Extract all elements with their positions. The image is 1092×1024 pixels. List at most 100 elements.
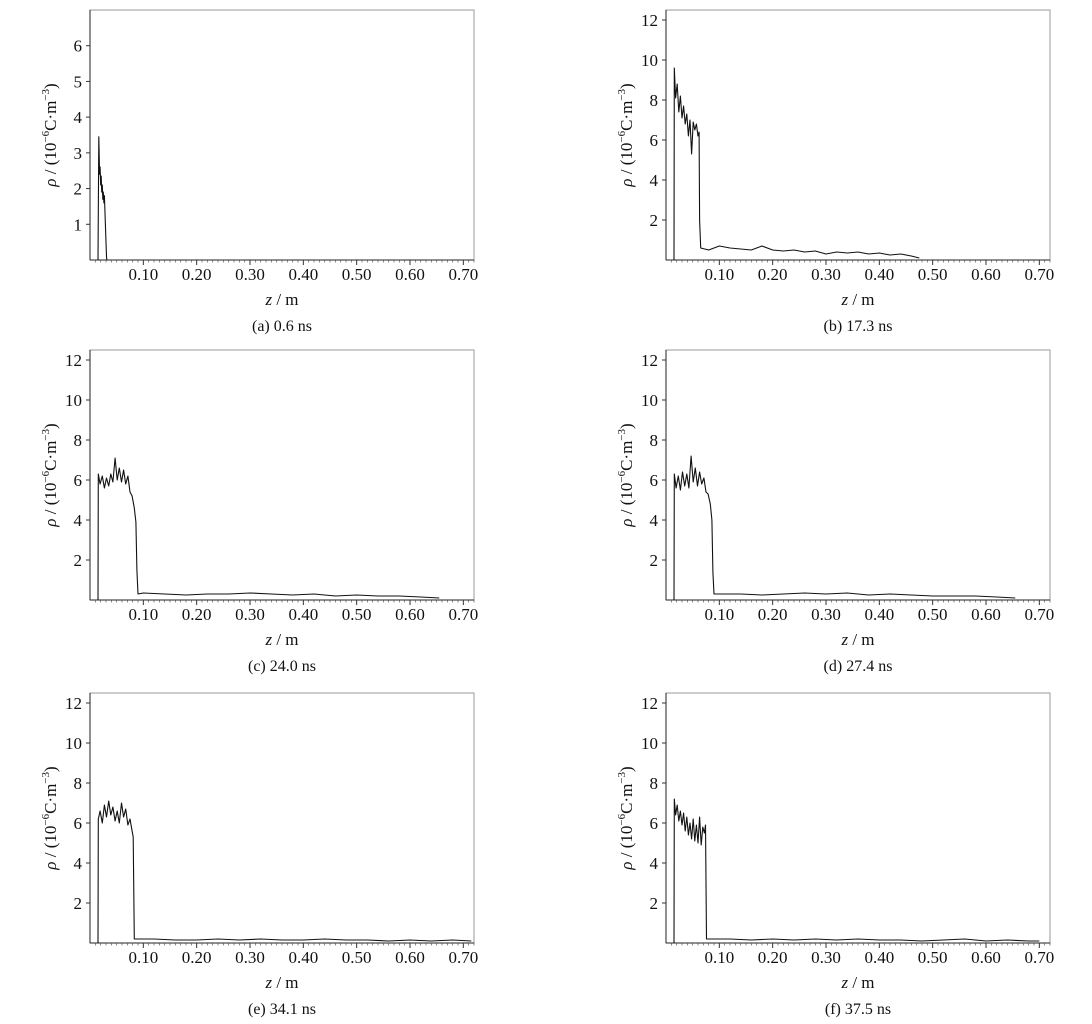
x-tick-label: 0.60 [971, 265, 1001, 284]
y-axis-title-var: ρ [617, 862, 636, 871]
y-axis-title-end: ) [617, 423, 636, 429]
x-axis-title-unit: / m [272, 973, 298, 992]
y-axis-title-mid: C·m [617, 784, 636, 814]
y-axis-title-exp1: −6 [40, 470, 52, 482]
panel-caption: (e) 34.1 ns [248, 1001, 316, 1018]
x-axis-title: z / m [264, 290, 298, 309]
y-axis-title-mid: C·m [617, 101, 636, 131]
y-axis-title-unit: / (10 [41, 483, 60, 519]
x-tick-label: 0.40 [288, 605, 318, 624]
x-tick-label: 0.70 [448, 948, 478, 967]
x-tick-label: 0.30 [235, 948, 265, 967]
y-tick-label: 8 [74, 431, 83, 450]
x-tick-label: 0.40 [288, 948, 318, 967]
x-tick-label: 0.30 [235, 265, 265, 284]
y-tick-label: 4 [650, 854, 659, 873]
x-axis-title-var: z [264, 630, 272, 649]
y-axis-title-exp2: −3 [616, 771, 628, 783]
y-axis-title-unit: / (10 [617, 826, 636, 862]
y-tick-label: 6 [650, 131, 659, 150]
x-tick-label: 0.40 [864, 605, 894, 624]
x-tick-label: 0.20 [758, 265, 788, 284]
y-axis-title: ρ / (10−6C·m−3) [616, 423, 636, 527]
plot-area [665, 9, 1051, 261]
y-tick-label: 12 [641, 11, 658, 30]
x-tick-label: 0.70 [448, 605, 478, 624]
y-axis-title-exp2: −3 [40, 88, 52, 100]
y-axis-title-exp2: −3 [616, 88, 628, 100]
y-tick-label: 2 [74, 894, 83, 913]
series-line-f-0 [673, 798, 1040, 944]
x-tick-label: 0.50 [918, 265, 948, 284]
y-axis-title-end: ) [617, 766, 636, 772]
x-tick-label: 0.40 [864, 265, 894, 284]
x-tick-label: 0.50 [342, 265, 372, 284]
y-tick-label: 12 [641, 351, 658, 370]
y-tick-label: 8 [650, 774, 659, 793]
x-axis-title: z / m [840, 630, 874, 649]
plot-area [89, 349, 475, 601]
y-tick-label: 8 [650, 431, 659, 450]
y-tick-label: 2 [650, 211, 659, 230]
y-axis-title-exp2: −3 [40, 771, 52, 783]
chart-svg-e: 0.10 0.20 0.30 0.40 0.50 0.60 0.70 2 4 6 8 10 12 z / … [40, 692, 478, 1018]
y-tick-label: 4 [650, 171, 659, 190]
y-axis-title-end: ) [617, 83, 636, 89]
x-tick-label: 0.30 [235, 605, 265, 624]
y-tick-label: 5 [74, 72, 83, 91]
x-tick-label: 0.20 [758, 948, 788, 967]
x-tick-label: 0.40 [288, 265, 318, 284]
plot-area [665, 692, 1051, 944]
y-tick-label: 10 [641, 391, 658, 410]
chart-panel-c: 0.10 0.20 0.30 0.40 0.50 0.60 0.70 2 4 6 8 10 12 z / … [0, 340, 546, 681]
y-axis-title-exp1: −6 [40, 813, 52, 825]
y-axis-title-var: ρ [617, 519, 636, 528]
x-tick-label: 0.50 [342, 605, 372, 624]
y-axis-title-exp2: −3 [40, 428, 52, 440]
x-tick-label: 0.60 [971, 948, 1001, 967]
y-tick-label: 10 [65, 391, 82, 410]
plot-area [89, 9, 475, 261]
x-tick-label: 0.60 [395, 948, 425, 967]
chart-panel-e: 0.10 0.20 0.30 0.40 0.50 0.60 0.70 2 4 6 8 10 12 z / … [0, 683, 546, 1024]
x-tick-label: 0.10 [704, 605, 734, 624]
y-tick-label: 4 [74, 511, 83, 530]
plot-area [665, 349, 1051, 601]
chart-panel-a: 0.10 0.20 0.30 0.40 0.50 0.60 0.70 1 2 3 4 5 6 z / m ρ… [0, 0, 546, 341]
x-axis-title-var: z [840, 630, 848, 649]
y-tick-label: 2 [74, 551, 83, 570]
y-tick-label: 6 [74, 37, 83, 56]
y-axis-title-mid: C·m [617, 441, 636, 471]
x-tick-label: 0.60 [395, 605, 425, 624]
chart-svg-a: 0.10 0.20 0.30 0.40 0.50 0.60 0.70 1 2 3 4 5 6 z / m ρ… [40, 9, 478, 335]
panel-caption: (b) 17.3 ns [824, 318, 893, 335]
y-tick-label: 6 [650, 471, 659, 490]
y-tick-label: 10 [641, 734, 658, 753]
x-tick-label: 0.70 [1024, 605, 1054, 624]
x-axis-title: z / m [264, 973, 298, 992]
series-line-a-0 [97, 136, 108, 261]
x-tick-label: 0.20 [182, 948, 212, 967]
series-line-d-0 [673, 455, 1016, 601]
x-tick-label: 0.30 [811, 265, 841, 284]
x-tick-label: 0.60 [971, 605, 1001, 624]
panel-caption: (a) 0.6 ns [252, 318, 312, 335]
x-tick-label: 0.20 [182, 605, 212, 624]
x-axis-title-unit: / m [848, 973, 874, 992]
y-tick-label: 4 [74, 108, 83, 127]
x-tick-label: 0.50 [918, 605, 948, 624]
panel-caption: (c) 24.0 ns [248, 658, 316, 675]
y-axis-title: ρ / (10−6C·m−3) [616, 766, 636, 870]
x-tick-label: 0.10 [704, 265, 734, 284]
y-axis-title-var: ρ [617, 179, 636, 188]
y-axis-title-var: ρ [41, 862, 60, 871]
y-tick-label: 6 [74, 471, 83, 490]
panel-caption: (d) 27.4 ns [824, 658, 893, 675]
x-tick-label: 0.40 [864, 948, 894, 967]
chart-svg-b: 0.10 0.20 0.30 0.40 0.50 0.60 0.70 2 4 6 8 10 12 z / … [616, 9, 1054, 335]
y-tick-label: 3 [74, 144, 83, 163]
chart-panel-b: 0.10 0.20 0.30 0.40 0.50 0.60 0.70 2 4 6 8 10 12 z / … [576, 0, 1092, 341]
y-axis-title-unit: / (10 [617, 143, 636, 179]
x-tick-label: 0.30 [811, 948, 841, 967]
